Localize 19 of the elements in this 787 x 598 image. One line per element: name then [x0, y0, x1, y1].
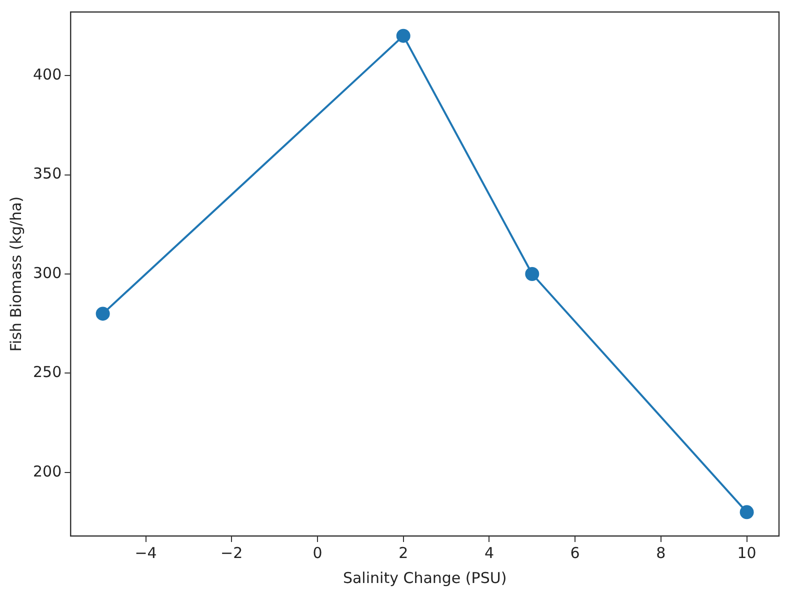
- y-tick-label: 250: [32, 363, 62, 382]
- x-tick-label: 0: [312, 544, 322, 562]
- x-tick-label: 2: [398, 544, 408, 562]
- y-axis-title: Fish Biomass (kg/ha): [6, 196, 25, 352]
- x-axis-title: Salinity Change (PSU): [342, 568, 507, 587]
- x-tick-label: 4: [484, 544, 494, 562]
- y-tick-label: 400: [32, 65, 62, 84]
- x-tick-label: −2: [220, 544, 243, 562]
- y-tick-label: 300: [32, 264, 62, 282]
- x-tick-label: −4: [134, 544, 157, 562]
- point: [396, 28, 410, 43]
- x-tick-label: 8: [656, 544, 666, 562]
- point: [525, 267, 540, 281]
- point: [740, 505, 754, 520]
- y-tick-label: 350: [32, 164, 62, 183]
- x-tick-label: 10: [737, 544, 756, 562]
- x-tick-label: 6: [570, 544, 580, 562]
- y-tick-label: 200: [32, 462, 62, 480]
- point: [96, 306, 110, 321]
